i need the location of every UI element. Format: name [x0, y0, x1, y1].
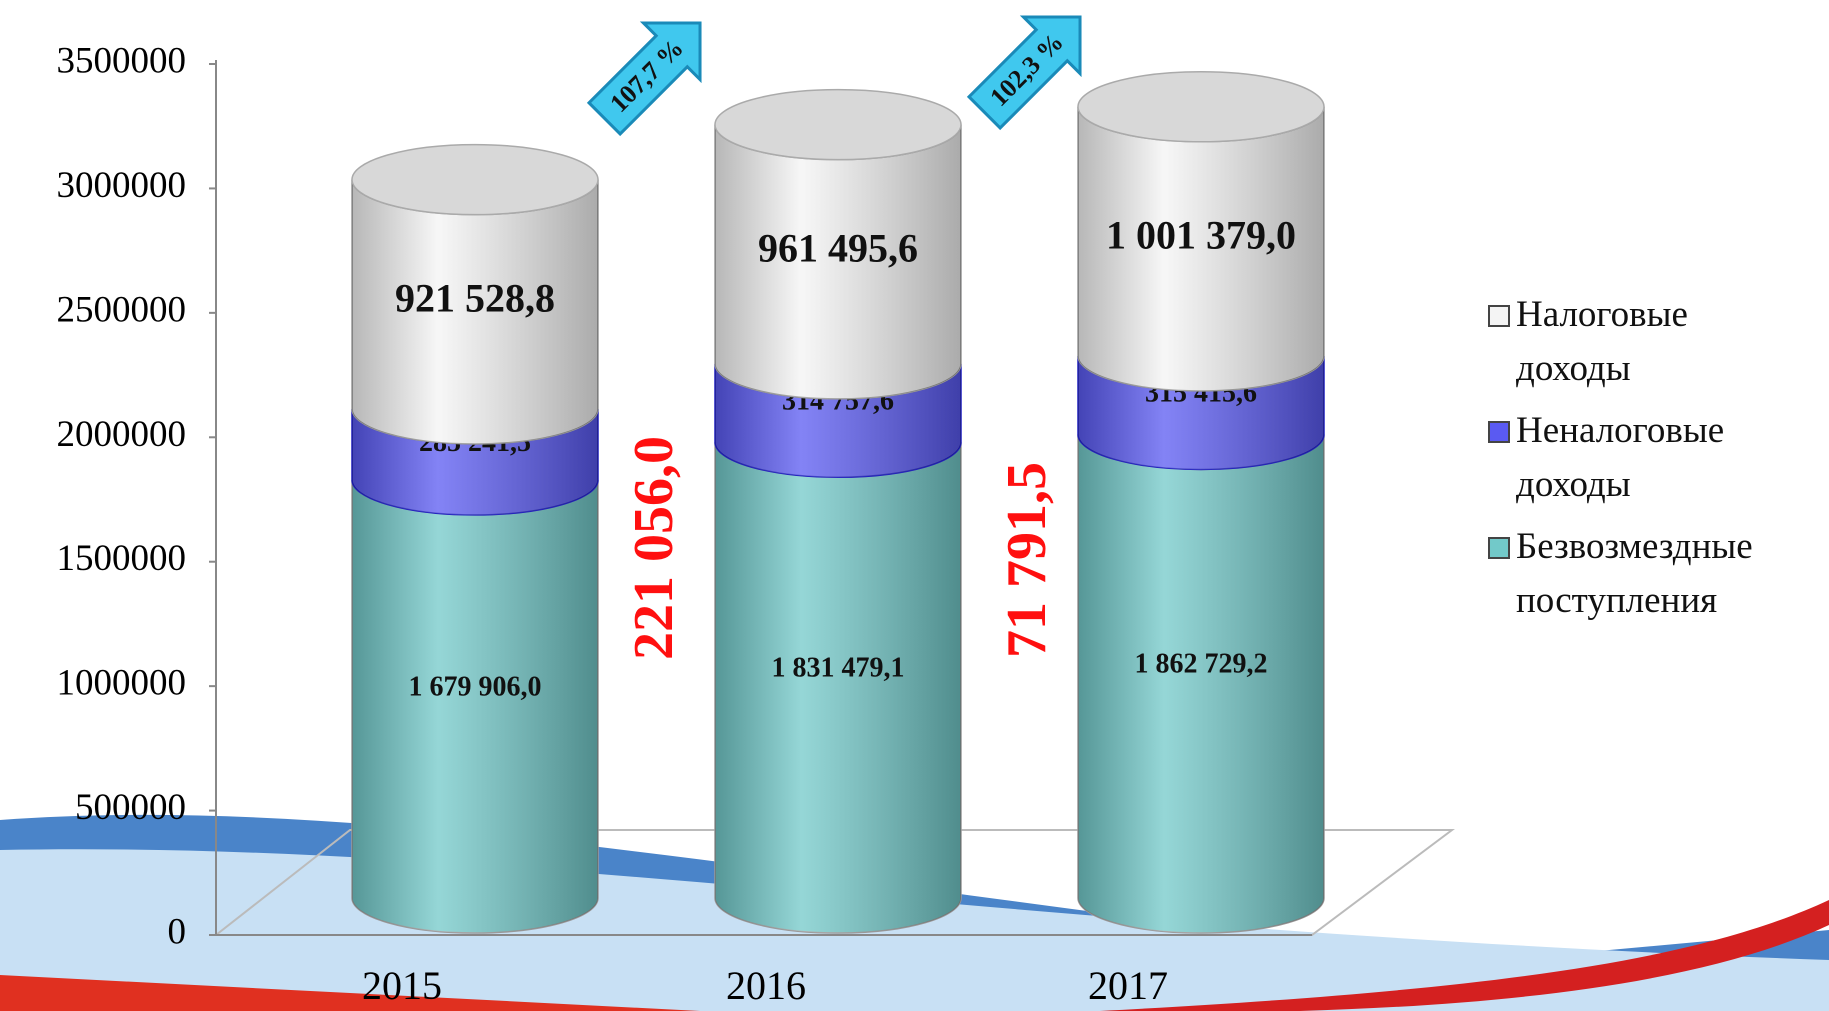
cylinder-top	[1077, 71, 1325, 143]
y-tick-label: 3000000	[57, 165, 187, 206]
x-tick-label: 2017	[1088, 963, 1168, 1008]
cylinder-top	[351, 143, 599, 216]
legend-swatch	[1488, 305, 1510, 327]
legend-item: Налоговые доходы	[1488, 288, 1818, 396]
segment-shade	[352, 408, 598, 515]
segment-shade	[352, 479, 598, 933]
y-tick-label: 1000000	[57, 663, 187, 704]
value-label: 1 001 379,0	[1106, 213, 1296, 258]
value-label: 1 862 729,2	[1135, 649, 1268, 680]
legend: Налоговые доходы Неналоговые доходы Безвоз…	[1488, 288, 1818, 636]
y-tick-label: 2500000	[57, 289, 187, 330]
x-tick-label: 2016	[726, 963, 806, 1008]
legend-swatch	[1488, 537, 1510, 559]
legend-label: Налоговые доходы	[1516, 294, 1688, 389]
segment-shade	[1078, 434, 1324, 933]
decor-swoosh	[1100, 900, 1829, 1011]
y-tick-label: 2000000	[57, 414, 187, 455]
legend-swatch	[1488, 421, 1510, 443]
legend-item: Безвозмездные поступления	[1488, 520, 1818, 628]
legend-item: Неналоговые доходы	[1488, 404, 1818, 512]
segment-shade	[715, 442, 961, 933]
legend-label: Безвозмездные поступления	[1516, 526, 1753, 621]
segment-shade	[1078, 355, 1324, 470]
y-tick-label: 1500000	[57, 538, 187, 579]
cylinder-top	[714, 88, 962, 161]
difference-annotation: 221 056,0	[623, 436, 685, 660]
legend-label: Неналоговые доходы	[1516, 410, 1725, 505]
y-tick-label: 0	[168, 911, 187, 952]
value-label: 1 831 479,1	[772, 653, 905, 684]
y-tick-label: 500000	[75, 787, 186, 828]
value-label: 1 679 906,0	[409, 671, 542, 702]
segment-shade	[715, 124, 961, 399]
value-label: 961 495,6	[758, 225, 918, 270]
y-tick-label: 3500000	[57, 40, 187, 81]
value-label: 921 528,8	[395, 275, 555, 320]
segment-shade	[352, 179, 598, 444]
difference-annotation: 71 791,5	[996, 462, 1058, 658]
x-tick-label: 2015	[362, 963, 442, 1008]
growth-arrow: 107,7 %	[586, 21, 702, 137]
segment-shade	[715, 363, 961, 478]
decor-swoosh	[0, 975, 700, 1011]
segment-shade	[1078, 106, 1324, 391]
